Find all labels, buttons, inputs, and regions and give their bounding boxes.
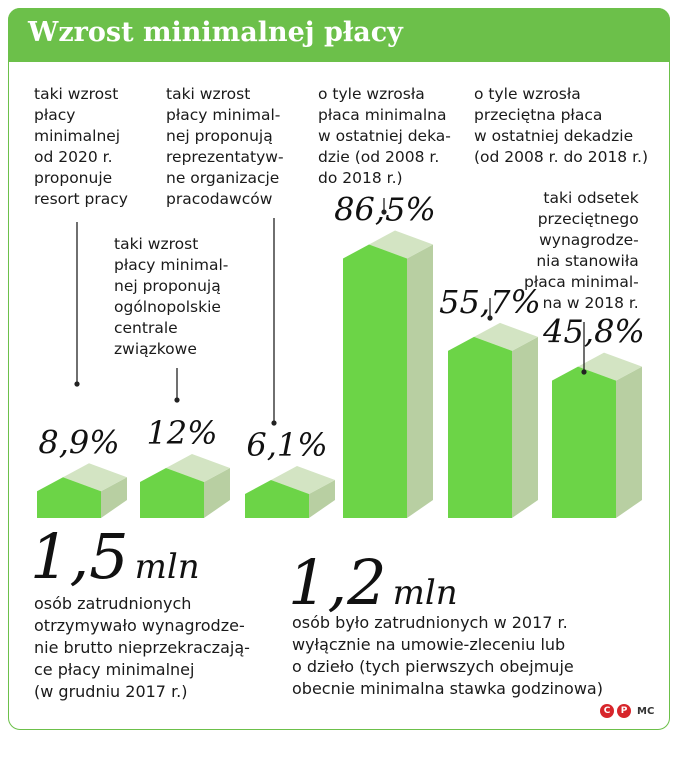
bar-1 bbox=[37, 477, 101, 518]
bar-side-5 bbox=[512, 336, 538, 518]
description-pracodawcy: taki wzrost płacy minimal- nej proponują… bbox=[166, 85, 284, 208]
leader-dot-1 bbox=[74, 381, 80, 387]
fact-2-unit: mln bbox=[392, 573, 458, 613]
bar-side-6 bbox=[616, 366, 642, 518]
bar-6 bbox=[552, 366, 616, 518]
bar-side-4 bbox=[407, 244, 433, 518]
fact-2-number: 1,2 mln bbox=[288, 546, 458, 619]
bar-3 bbox=[245, 480, 309, 518]
data-label-4: 86,5% bbox=[334, 191, 436, 229]
author-initials: MC bbox=[637, 705, 655, 717]
fact-2-value: 1,2 bbox=[288, 546, 387, 619]
leader-dot-2 bbox=[174, 397, 180, 403]
leader-dot-3 bbox=[271, 420, 277, 426]
bar-side-3 bbox=[309, 480, 335, 518]
description-centrale-zwiazkowe: taki wzrost płacy minimal- nej proponują… bbox=[114, 235, 229, 358]
leader-dot-6 bbox=[581, 369, 587, 375]
data-label-6: 45,8% bbox=[542, 313, 645, 351]
fact-1-value: 1,5 bbox=[30, 520, 129, 593]
description-odsetek-wynagrodzenia: taki odsetek przeciętnego wynagrodze- ni… bbox=[524, 189, 639, 312]
bar-2 bbox=[140, 468, 204, 518]
data-label-1: 8,9% bbox=[38, 423, 119, 461]
fact-1-text: osób zatrudnionych otrzymywało wynagrodz… bbox=[34, 594, 250, 701]
chart-title: Wzrost minimalnej płacy bbox=[28, 17, 403, 48]
fact-1-number: 1,5 mln bbox=[30, 520, 200, 593]
bar-4 bbox=[343, 244, 407, 518]
bar-top-6 bbox=[552, 352, 642, 381]
bar-top-5 bbox=[448, 322, 538, 351]
description-przecietna-placa-dekada: o tyle wzrosła przeciętna płaca w ostatn… bbox=[474, 85, 649, 166]
bar-top-3 bbox=[245, 466, 335, 494]
bar-5 bbox=[448, 336, 512, 518]
bar-top-4 bbox=[343, 230, 433, 259]
bar-side-1 bbox=[101, 477, 127, 518]
description-placa-minimalna-dekada: o tyle wzrosła płaca minimalna w ostatni… bbox=[318, 85, 451, 187]
data-label-2: 12% bbox=[146, 414, 217, 452]
bar-top-2 bbox=[140, 454, 230, 482]
copyright-c-icon: C bbox=[600, 704, 614, 718]
leader-dot-5 bbox=[487, 315, 493, 321]
leader-dot-4 bbox=[381, 209, 387, 215]
chart-frame bbox=[8, 8, 670, 730]
copyright-p-icon: P bbox=[617, 704, 631, 718]
fact-2-text: osób było zatrudnionych w 2017 r. wyłącz… bbox=[292, 613, 603, 698]
fact-1-unit: mln bbox=[134, 547, 200, 587]
bar-side-2 bbox=[204, 468, 230, 518]
description-resort-pracy: taki wzrost płacy minimalnej od 2020 r. … bbox=[34, 85, 128, 208]
title-bar: Wzrost minimalnej płacy bbox=[8, 8, 670, 62]
copyright-mark: C P MC bbox=[600, 704, 654, 718]
data-label-3: 6,1% bbox=[246, 426, 327, 464]
bar-top-1 bbox=[37, 463, 127, 492]
